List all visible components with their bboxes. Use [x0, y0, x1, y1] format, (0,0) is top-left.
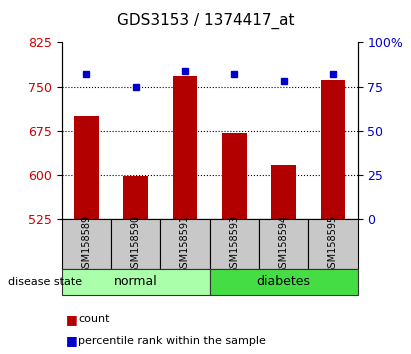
Bar: [173, 76, 197, 219]
Text: diabetes: diabetes: [256, 275, 311, 288]
Text: GSM158589: GSM158589: [81, 215, 91, 274]
Text: ■: ■: [66, 334, 78, 347]
FancyBboxPatch shape: [259, 219, 308, 269]
Text: GSM158590: GSM158590: [131, 215, 141, 274]
Text: GSM158595: GSM158595: [328, 215, 338, 274]
Text: GSM158593: GSM158593: [229, 215, 239, 274]
Text: GDS3153 / 1374417_at: GDS3153 / 1374417_at: [117, 12, 294, 29]
Bar: [271, 165, 296, 219]
FancyBboxPatch shape: [160, 219, 210, 269]
Text: GSM158591: GSM158591: [180, 215, 190, 274]
FancyBboxPatch shape: [62, 219, 111, 269]
Bar: [123, 176, 148, 219]
FancyBboxPatch shape: [308, 219, 358, 269]
Bar: [74, 116, 99, 219]
FancyBboxPatch shape: [111, 219, 160, 269]
Text: count: count: [78, 314, 110, 324]
Text: disease state: disease state: [8, 277, 82, 287]
Bar: [222, 133, 247, 219]
Text: normal: normal: [114, 275, 157, 288]
Text: percentile rank within the sample: percentile rank within the sample: [78, 336, 266, 346]
FancyBboxPatch shape: [210, 219, 259, 269]
FancyBboxPatch shape: [210, 269, 358, 295]
Text: GSM158594: GSM158594: [279, 215, 289, 274]
Text: ■: ■: [66, 313, 78, 326]
FancyBboxPatch shape: [62, 269, 210, 295]
Bar: [321, 80, 345, 219]
